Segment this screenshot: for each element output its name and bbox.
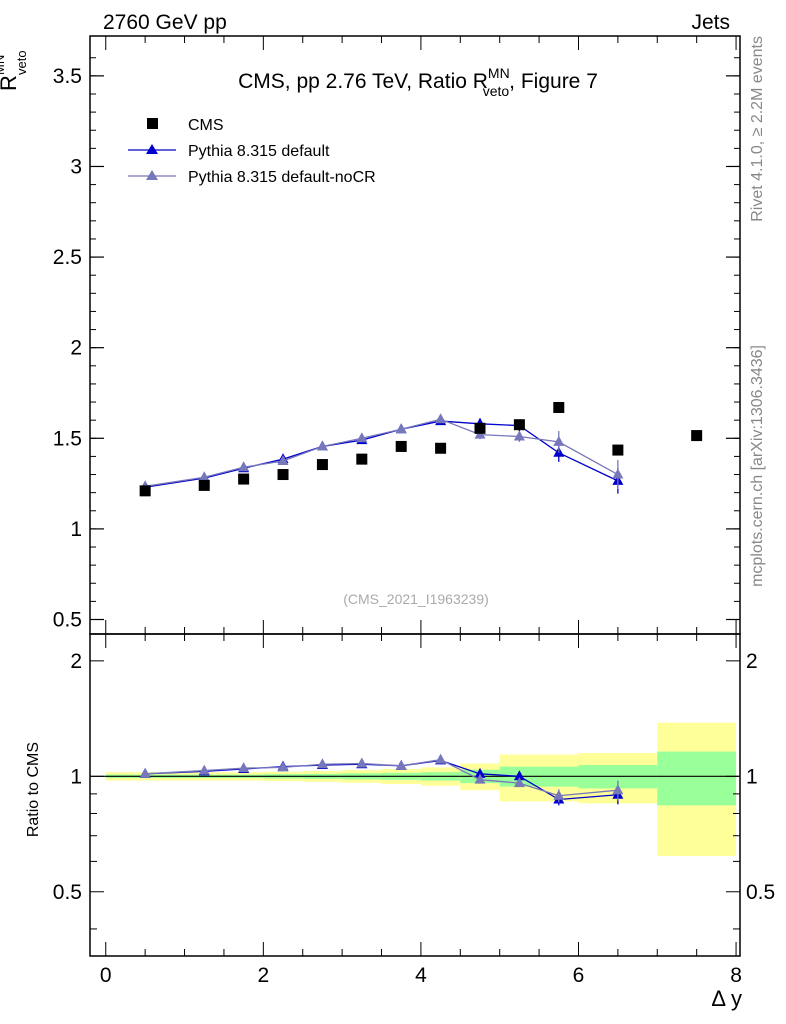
watermark-label: (CMS_2021_I1963239) — [343, 591, 489, 607]
ratio-y-tick-label-right: 2 — [746, 650, 758, 673]
main-triangle-marker — [316, 440, 328, 451]
main-triangle-marker — [435, 413, 447, 424]
main-title: CMS, pp 2.76 TeV, Ratio RMN veto, Figure … — [238, 65, 598, 99]
ratio-y-tick-label: 1 — [70, 765, 82, 788]
main-y-tick-label: 0.5 — [53, 609, 82, 632]
ratio-y-axis-label: Ratio to CMS — [25, 742, 42, 837]
main-data-marker — [612, 444, 624, 456]
y-axis-label-main: R — [0, 75, 21, 91]
main-triangle-marker — [238, 461, 250, 472]
main-data-marker — [316, 459, 328, 471]
main-data-marker — [356, 453, 368, 465]
ratio-triangle-marker — [198, 764, 210, 775]
main-data-marker — [395, 440, 407, 452]
ratio-triangle-marker — [553, 789, 565, 800]
legend-marker-cms — [147, 118, 158, 129]
main-y-tick-label: 2.5 — [53, 246, 82, 269]
main-triangle-marker — [553, 435, 565, 446]
x-tick-label: 0 — [100, 964, 112, 987]
main-triangle-marker — [612, 468, 624, 479]
main-data-marker — [513, 419, 525, 431]
ratio-triangle-marker — [513, 770, 525, 781]
main-triangle-marker — [356, 432, 368, 443]
ratio-y-tick-label: 2 — [70, 650, 82, 673]
ratio-series — [139, 753, 624, 806]
x-tick-label: 6 — [573, 964, 585, 987]
main-title-tail: , Figure 7 — [509, 70, 598, 93]
ratio-panel: 0.5 0.5 1 1 2 2 0 2 4 6 8 Ratio to CMS Δ y — [25, 633, 775, 1011]
ratio-triangle-marker — [395, 759, 407, 770]
ratio-series-line-1 — [145, 759, 618, 797]
header-right-label: Jets — [691, 11, 730, 34]
main-title-sub: veto — [483, 83, 510, 99]
mcplots-source-label: mcplots.cern.ch [arXiv:1306.3436] — [749, 345, 766, 587]
ratio-y-tick-label-right: 0.5 — [746, 881, 775, 904]
main-panel: (CMS_2021_I1963239) CMS, pp 2.76 TeV, Ra… — [0, 35, 741, 635]
ratio-panel-frame — [89, 633, 741, 957]
main-data-marker — [277, 469, 289, 481]
ratio-y-ticks: 0.5 0.5 1 1 2 2 — [53, 650, 775, 930]
main-triangle-marker — [395, 423, 407, 434]
main-triangle-marker — [277, 454, 289, 465]
ratio-triangle-marker — [513, 777, 525, 788]
legend-marker-default — [146, 144, 158, 154]
ratio-triangle-marker — [277, 761, 289, 772]
main-series-line-1 — [145, 420, 619, 488]
legend-label-nocr: Pythia 8.315 default-noCR — [188, 169, 376, 186]
y-axis-label-sup: MN — [0, 55, 7, 75]
main-title-text: CMS, pp 2.76 TeV, Ratio R — [238, 70, 488, 93]
y-axis-label: R MN veto — [0, 50, 29, 91]
x-tick-label: 8 — [730, 964, 742, 987]
main-data-marker — [474, 422, 486, 434]
main-title-sup: MN — [488, 65, 510, 81]
main-y-tick-label: 3.5 — [53, 65, 82, 88]
ratio-triangle-marker — [474, 767, 486, 778]
main-data-marker — [139, 485, 151, 497]
ratio-triangle-marker — [139, 767, 151, 778]
legend-label-default: Pythia 8.315 default — [188, 143, 330, 160]
header-left-label: 2760 GeV pp — [103, 11, 227, 34]
ratio-triangle-marker — [238, 762, 250, 773]
main-series-line-2 — [145, 418, 619, 487]
main-x-ticks — [105, 36, 737, 634]
rivet-version-label: Rivet 4.1.0, ≥ 2.2M events — [749, 36, 766, 222]
ratio-triangle-marker — [474, 773, 486, 784]
main-data-marker — [435, 442, 447, 454]
ratio-triangle-marker — [316, 758, 328, 769]
main-series — [139, 401, 703, 497]
legend: CMS Pythia 8.315 default Pythia 8.315 de… — [128, 117, 376, 186]
x-tick-label: 4 — [415, 964, 427, 987]
ratio-y-tick-label-right: 1 — [746, 765, 758, 788]
y-axis-label-sub: veto — [14, 50, 29, 75]
ratio-bands — [105, 722, 737, 856]
main-y-tick-label: 1 — [70, 518, 82, 541]
ratio-triangle-marker — [435, 753, 447, 764]
main-data-marker — [238, 473, 250, 485]
ratio-x-ticks: 0 2 4 6 8 — [100, 634, 742, 987]
main-y-tick-label: 3 — [70, 155, 82, 178]
legend-label-cms: CMS — [188, 117, 224, 134]
main-y-tick-label: 1.5 — [53, 427, 82, 450]
main-triangle-marker — [513, 430, 525, 441]
ratio-triangle-marker — [356, 757, 368, 768]
ratio-band-inner — [657, 751, 737, 806]
main-y-tick-label: 2 — [70, 337, 82, 360]
ratio-triangle-marker — [612, 784, 624, 795]
main-data-marker — [198, 479, 210, 491]
legend-marker-nocr — [146, 170, 158, 180]
main-triangle-marker — [198, 471, 210, 482]
x-tick-label: 2 — [257, 964, 269, 987]
main-y-ticks: 0.5 1 1.5 2 2.5 3 3.5 — [53, 57, 740, 632]
main-data-marker — [553, 401, 565, 413]
x-axis-label: Δ y — [711, 986, 742, 1011]
main-data-marker — [691, 430, 703, 442]
ratio-y-tick-label: 0.5 — [53, 881, 82, 904]
